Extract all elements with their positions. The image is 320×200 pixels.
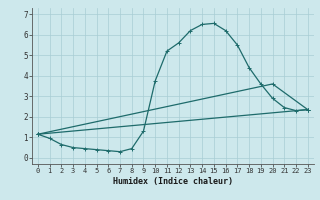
X-axis label: Humidex (Indice chaleur): Humidex (Indice chaleur) — [113, 177, 233, 186]
